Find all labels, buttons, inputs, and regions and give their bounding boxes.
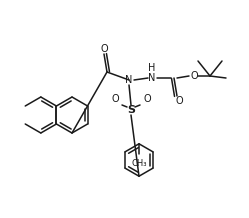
Text: O: O [111, 94, 119, 104]
Text: O: O [143, 94, 151, 104]
Text: O: O [100, 44, 108, 54]
Text: CH₃: CH₃ [131, 159, 147, 168]
Text: N: N [125, 75, 133, 85]
Text: S: S [127, 105, 135, 115]
Text: N: N [148, 73, 156, 83]
Text: O: O [175, 96, 183, 106]
Text: O: O [190, 71, 198, 81]
Text: H: H [148, 63, 156, 73]
